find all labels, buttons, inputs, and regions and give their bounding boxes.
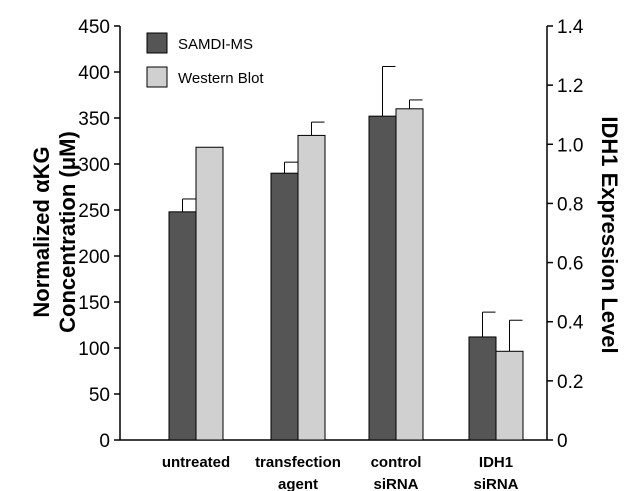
left-y-tick-label: 150 bbox=[78, 293, 110, 314]
right-y-axis-title: IDH1 Expression Level bbox=[597, 116, 622, 354]
right-y-tick-label: 1.0 bbox=[557, 135, 583, 156]
left-y-axis-title-line-1: Normalized αKG bbox=[29, 146, 54, 318]
category-label: control bbox=[371, 454, 422, 471]
right-y-tick-label: 0.2 bbox=[557, 372, 583, 393]
bar-western-blot bbox=[195, 146, 224, 441]
category-label: agent bbox=[278, 476, 318, 491]
right-y-tick-label: 0.8 bbox=[557, 194, 583, 215]
category-label: siRNA bbox=[473, 476, 518, 491]
right-y-tick-label: 0.4 bbox=[557, 313, 584, 334]
bar-samdi-ms bbox=[168, 211, 197, 441]
left-y-tick-label: 100 bbox=[78, 339, 110, 360]
left-y-tick-label: 400 bbox=[78, 63, 110, 84]
right-y-tick-label: 1.4 bbox=[557, 17, 584, 38]
bar-western-blot bbox=[495, 350, 524, 441]
left-y-tick-label: 300 bbox=[78, 155, 110, 176]
left-y-tick-label: 200 bbox=[78, 247, 110, 268]
left-y-tick-label: 350 bbox=[78, 109, 110, 130]
category-label: IDH1 bbox=[479, 454, 513, 471]
left-y-axis-title-line-2: Concentration (μM) bbox=[55, 131, 80, 333]
legend-swatch-samdi-ms bbox=[146, 32, 168, 54]
left-y-axis-title: Normalized αKG Concentration (μM) bbox=[29, 131, 81, 333]
right-y-tick-label: 0 bbox=[557, 431, 568, 452]
category-label: siRNA bbox=[373, 476, 418, 491]
category-label: transfection bbox=[255, 454, 341, 471]
left-y-tick-label: 0 bbox=[99, 431, 110, 452]
bar-western-blot bbox=[297, 134, 326, 441]
bar-samdi-ms bbox=[270, 172, 299, 441]
left-y-tick-label: 250 bbox=[78, 201, 110, 222]
legend-swatch-western-blot bbox=[146, 66, 168, 88]
right-y-tick-label: 1.2 bbox=[557, 76, 583, 97]
right-y-tick-label: 0.6 bbox=[557, 254, 583, 275]
left-y-tick-label: 450 bbox=[78, 17, 110, 38]
bar-samdi-ms bbox=[368, 115, 397, 441]
legend-label: Western Blot bbox=[178, 70, 264, 87]
left-y-tick-label: 50 bbox=[89, 385, 110, 406]
bar-western-blot bbox=[395, 108, 424, 441]
legend-label: SAMDI-MS bbox=[178, 36, 253, 53]
category-label: untreated bbox=[162, 454, 230, 471]
bar-samdi-ms bbox=[468, 336, 497, 441]
